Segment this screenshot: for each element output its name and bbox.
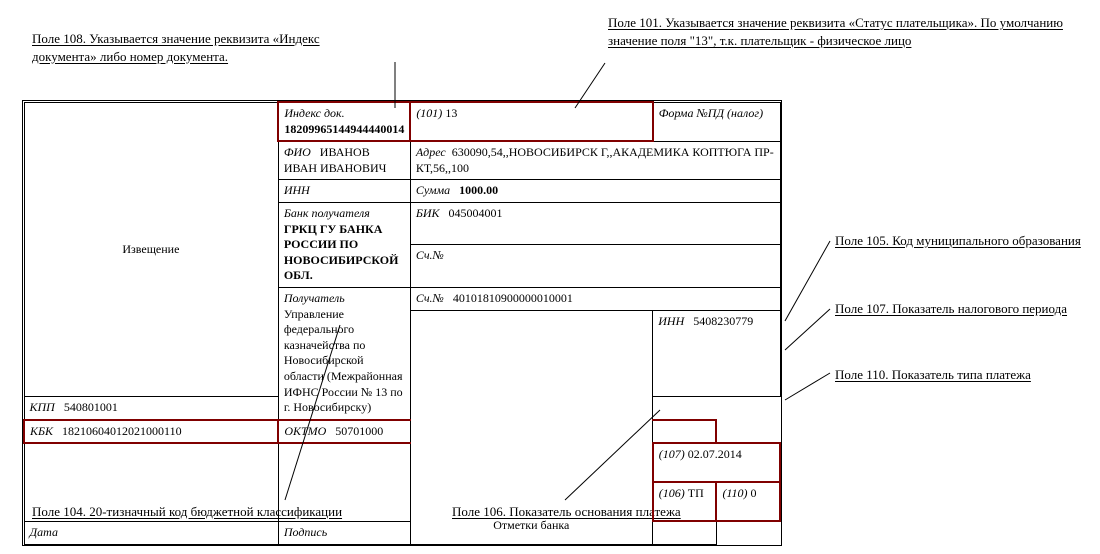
recipient-value: Управление федерального казначейства по … [284,307,403,415]
sign-label: Подпись [284,525,327,539]
kbk-value: 18210604012021000110 [62,424,182,438]
annotation-field-110: Поле 110. Показатель типа платежа [835,366,1095,384]
summa-label: Сумма [416,183,450,197]
notice-label: Извещение [122,242,179,256]
inn-label: ИНН [284,183,310,197]
field-107-value: 02.07.2014 [688,447,742,461]
payment-form: Извещение Индекс док. 182099651449444400… [22,100,782,546]
inn2-label: ИНН [658,314,684,328]
form-type-label: Форма №ПД (налог) [659,106,763,120]
summa-cell: Сумма 1000.00 [410,180,780,203]
notice-cell: Извещение [24,102,278,397]
field-106-cell: (106) ТП [653,482,717,521]
bik-value: 045004001 [449,206,503,220]
annotation-field-107: Поле 107. Показатель налогового периода [835,300,1095,318]
inn2-cell: ИНН 5408230779 [653,310,780,397]
kpp-label: КПП [30,400,55,414]
field-110-value: 0 [751,486,757,500]
field-101-value: 13 [445,106,457,120]
account2-cell: Сч.№ 40101810900000010001 [410,287,780,310]
field-106-value: ТП [688,486,704,500]
index-doc-cell: Индекс док. 18209965144944440014 [278,102,410,141]
form-type-cell: Форма №ПД (налог) [653,102,780,141]
field-101-label: (101) [416,106,442,120]
account-label: Сч.№ [416,248,444,262]
oktmo-label: ОКТМО [284,424,326,438]
field-107-label: (107) [659,447,685,461]
oktmo-cell: ОКТМО 50701000 [278,420,716,444]
fio-cell: ФИО ИВАНОВ ИВАН ИВАНОВИЧ [278,141,410,180]
address-label: Адрес [416,145,446,159]
bank-cell: Банк получателя ГРКЦ ГУ БАНКА РОССИИ ПО … [278,202,410,287]
oktmo-value: 50701000 [335,424,383,438]
field-110-cell: (110) 0 [716,482,780,521]
blank-above-106 [278,482,410,521]
date-label: Дата [30,525,58,539]
bik-label: БИК [416,206,440,220]
annotation-field-105: Поле 105. Код муниципального образования [835,232,1095,250]
address-cell: Адрес 630090,54,,НОВОСИБИРСК Г,,АКАДЕМИК… [410,141,780,180]
account-cell: Сч.№ [410,245,780,287]
kpp-value: 540801001 [64,400,118,414]
bank-label: Банк получателя [284,206,370,220]
field-106-label: (106) [659,486,685,500]
field-107-cell: (107) 02.07.2014 [653,443,780,482]
inn-cell: ИНН [278,180,410,203]
index-doc-label: Индекс док. [284,106,344,120]
index-doc-value: 18209965144944440014 [284,122,404,136]
kbk-cell: КБК 18210604012021000110 [24,420,278,444]
inn2-value: 5408230779 [693,314,753,328]
recipient-cell: Получатель Управление федерального казна… [278,287,410,419]
summa-value: 1000.00 [459,183,498,197]
field-110-label: (110) [722,486,747,500]
account2-label: Сч.№ [416,291,444,305]
account2-value: 40101810900000010001 [453,291,573,305]
kbk-label: КБК [30,424,53,438]
bank-value: ГРКЦ ГУ БАНКА РОССИИ ПО НОВОСИБИРСКОЙ ОБ… [284,222,399,283]
date-cell: Дата [24,521,278,544]
address-value: 630090,54,,НОВОСИБИРСК Г,,АКАДЕМИКА КОПТ… [416,145,774,175]
bik-cell: БИК 045004001 [410,202,780,244]
annotation-field-108: Поле 108. Указывается значение реквизита… [32,30,382,65]
bankmark-label: Отметки банка [493,518,569,532]
annotation-field-101: Поле 101. Указывается значение реквизита… [608,14,1088,49]
fio-label: ФИО [284,145,311,159]
recipient-label: Получатель [284,291,345,305]
blank-above-107 [278,443,410,482]
blank-middle-cell [24,443,278,521]
field-101-cell: (101) 13 [410,102,652,141]
